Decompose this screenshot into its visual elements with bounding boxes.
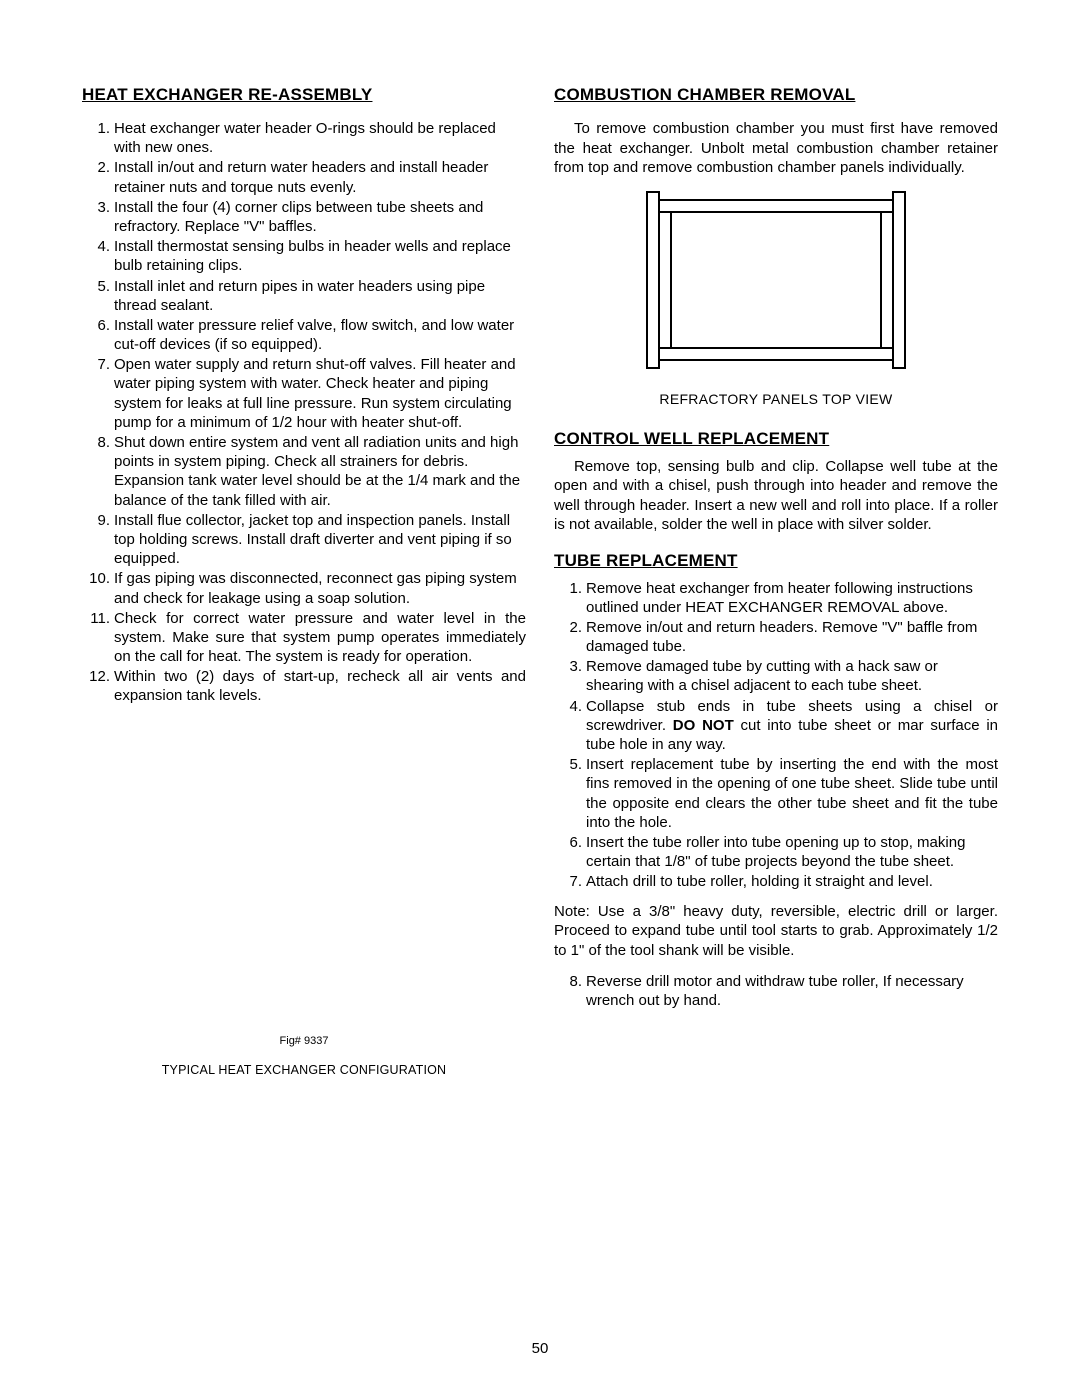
list-item: If gas piping was disconnected, reconnec…: [82, 569, 526, 607]
list-item: Attach drill to tube roller, holding it …: [554, 872, 998, 891]
list-item: Insert replacement tube by inserting the…: [554, 755, 998, 832]
list-item: Shut down entire system and vent all rad…: [82, 433, 526, 510]
list-item: Open water supply and return shut-off va…: [82, 355, 526, 432]
list-item: Install in/out and return water headers …: [82, 158, 526, 196]
list-item: Collapse stub ends in tube sheets using …: [554, 697, 998, 755]
list-item: Remove in/out and return headers. Remove…: [554, 618, 998, 656]
list-item: Insert the tube roller into tube opening…: [554, 833, 998, 871]
list-item: Install the four (4) corner clips betwee…: [82, 198, 526, 236]
list-item: Reverse drill motor and withdraw tube ro…: [554, 972, 998, 1010]
list-item: Install inlet and return pipes in water …: [82, 277, 526, 315]
list-item: Install water pressure relief valve, flo…: [82, 316, 526, 354]
heading-heat-exchanger-reassembly: HEAT EXCHANGER RE-ASSEMBLY: [82, 85, 526, 105]
list-item: Install flue collector, jacket top and i…: [82, 511, 526, 569]
left-column: HEAT EXCHANGER RE-ASSEMBLY Heat exchange…: [82, 85, 526, 1077]
right-column: COMBUSTION CHAMBER REMOVAL To remove com…: [554, 85, 998, 1077]
list-item: Heat exchanger water header O-rings shou…: [82, 119, 526, 157]
heading-control-well-replacement: CONTROL WELL REPLACEMENT: [554, 429, 998, 449]
tube-note: Note: Use a 3/8" heavy duty, reversible,…: [554, 902, 998, 961]
reassembly-steps: Heat exchanger water header O-rings shou…: [82, 119, 526, 706]
list-item: Check for correct water pressure and wat…: [82, 609, 526, 667]
tube-replacement-steps-cont: Reverse drill motor and withdraw tube ro…: [554, 972, 998, 1010]
figure-number: Fig# 9337: [82, 1035, 526, 1047]
figure-placeholder: [82, 707, 526, 1017]
control-well-paragraph: Remove top, sensing bulb and clip. Colla…: [554, 457, 998, 535]
refractory-diagram: [554, 190, 998, 375]
list-item: Remove damaged tube by cutting with a ha…: [554, 657, 998, 695]
figure-caption: TYPICAL HEAT EXCHANGER CONFIGURATION: [82, 1063, 526, 1077]
page-content: HEAT EXCHANGER RE-ASSEMBLY Heat exchange…: [0, 0, 1080, 1117]
list-item: Install thermostat sensing bulbs in head…: [82, 237, 526, 275]
list-item: Within two (2) days of start-up, recheck…: [82, 667, 526, 705]
combustion-paragraph: To remove combustion chamber you must fi…: [554, 119, 998, 178]
refractory-caption: REFRACTORY PANELS TOP VIEW: [554, 391, 998, 407]
heading-tube-replacement: TUBE REPLACEMENT: [554, 551, 998, 571]
heading-combustion-chamber-removal: COMBUSTION CHAMBER REMOVAL: [554, 85, 998, 105]
tube-replacement-steps: Remove heat exchanger from heater follow…: [554, 579, 998, 892]
list-item: Remove heat exchanger from heater follow…: [554, 579, 998, 617]
page-number: 50: [0, 1340, 1080, 1357]
